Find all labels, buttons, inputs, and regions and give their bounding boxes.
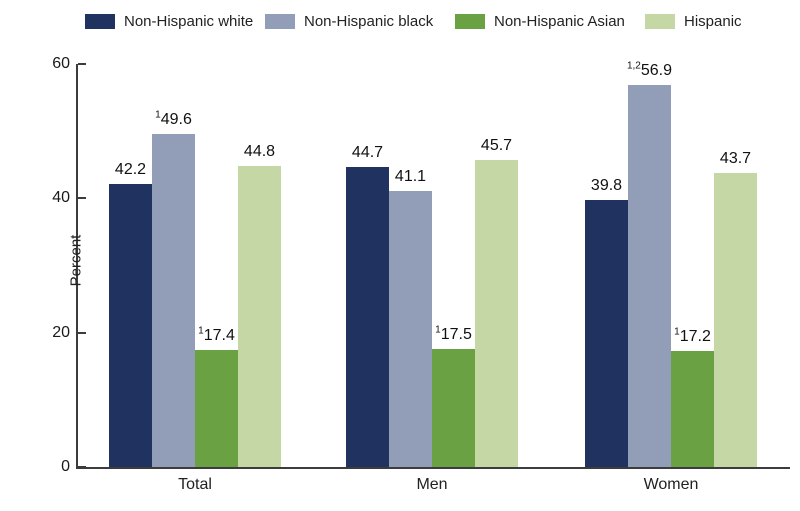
bar-value-label: 117.2 <box>674 326 711 345</box>
bar <box>152 134 195 467</box>
y-axis-line <box>76 64 78 469</box>
legend-swatch <box>265 14 295 29</box>
x-axis-category-label: Total <box>178 476 212 493</box>
legend-swatch <box>455 14 485 29</box>
chart-legend: Non-Hispanic white Non-Hispanic black Non-… <box>0 0 800 44</box>
bar-value-label: 117.5 <box>435 324 472 343</box>
legend-label: Non-Hispanic white <box>124 13 254 30</box>
bar <box>238 166 281 467</box>
legend-label: Non-Hispanic black <box>304 13 434 30</box>
y-axis-tick-label: 60 <box>52 55 70 72</box>
x-axis-category-label: Men <box>416 476 448 493</box>
footnote-superscript: 1 <box>198 325 204 337</box>
bar-value-label: 1,256.9 <box>626 60 673 79</box>
legend-label: Non-Hispanic Asian <box>494 13 625 30</box>
bar-value-label: 39.8 <box>590 177 623 194</box>
x-axis-line <box>76 467 790 469</box>
legend-item: Non-Hispanic black <box>265 13 433 30</box>
y-axis-tick <box>78 63 86 65</box>
bar <box>714 173 757 467</box>
y-axis-title: Percent <box>67 234 85 287</box>
bar <box>195 350 238 467</box>
bar-value-label: 117.4 <box>198 325 235 344</box>
y-axis-tick <box>78 331 86 334</box>
y-axis-tick-label: 20 <box>52 323 70 341</box>
y-axis-tick <box>78 466 86 468</box>
bar <box>109 184 152 467</box>
footnote-superscript: 1 <box>674 326 680 338</box>
y-axis-tick-label: 40 <box>52 189 70 207</box>
legend-swatch <box>85 14 115 29</box>
bar <box>585 200 628 467</box>
legend-item: Non-Hispanic Asian <box>455 13 625 30</box>
bar-value-label: 43.7 <box>719 150 752 167</box>
footnote-superscript: 1 <box>155 109 161 121</box>
bar <box>475 160 518 467</box>
bar-value-label: 41.1 <box>394 168 427 185</box>
plot-area: 0 20 40 60 42.2 149.6 117.4 44.8 44.7 41.1 117.5 4… <box>52 55 790 493</box>
bar-group-total: 42.2 149.6 117.4 44.8 <box>109 64 281 467</box>
bar-value-label: 149.6 <box>155 109 192 128</box>
bar-value-label: 44.8 <box>243 143 276 160</box>
legend-item: Hispanic <box>645 13 742 30</box>
legend-item: Non-Hispanic white <box>85 13 253 30</box>
bar-group-women: 39.8 1,256.9 117.2 43.7 <box>585 60 757 467</box>
bar <box>346 167 389 467</box>
bar-group-men: 44.7 41.1 117.5 45.7 <box>346 64 518 467</box>
y-axis-tick-label: 0 <box>61 458 70 475</box>
bar <box>628 85 671 467</box>
bar-value-label: 42.2 <box>114 161 147 178</box>
bar-value-label: 44.7 <box>351 144 384 161</box>
bar <box>432 349 475 467</box>
footnote-superscript: 1,2 <box>626 60 641 72</box>
bar <box>389 191 432 467</box>
legend-label: Hispanic <box>684 13 742 30</box>
y-axis-tick <box>78 197 86 200</box>
legend-swatch <box>645 14 675 29</box>
bar <box>671 351 714 467</box>
bar-value-label: 45.7 <box>480 137 513 154</box>
x-axis-category-label: Women <box>643 476 699 493</box>
footnote-superscript: 1 <box>435 324 441 336</box>
